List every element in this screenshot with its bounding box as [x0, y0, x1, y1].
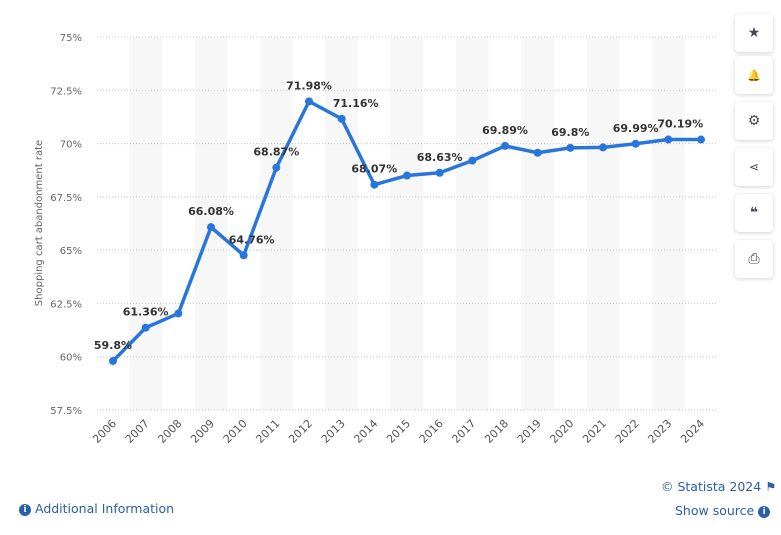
data-point [305, 97, 313, 106]
band [652, 37, 685, 410]
x-tick-label: 2011 [253, 417, 282, 446]
data-label: 69.8% [551, 126, 589, 139]
data-label: 71.16% [333, 97, 379, 110]
data-point [468, 156, 477, 165]
band [325, 37, 358, 410]
share-icon: ⋖ [748, 160, 760, 174]
x-tick-label: 2013 [319, 417, 348, 446]
band [129, 37, 162, 410]
cite-button[interactable]: ❝ [735, 194, 773, 232]
data-label: 69.99% [613, 122, 659, 135]
show-source-link[interactable]: Show source i [675, 503, 771, 518]
additional-info-text: Additional Information [34, 501, 175, 516]
x-tick-label: 2019 [515, 417, 544, 446]
x-tick-label: 2018 [482, 417, 511, 446]
data-point [566, 143, 575, 152]
x-tick-label: 2017 [449, 417, 478, 446]
data-label: 68.87% [253, 146, 299, 159]
data-point [533, 148, 542, 157]
y-axis-label: Shopping cart abandonment rate [34, 140, 45, 306]
data-point [174, 309, 183, 318]
y-tick-label: 75% [60, 33, 82, 44]
show-source-text: Show source [675, 503, 755, 518]
band [586, 37, 620, 410]
x-tick-label: 2010 [221, 417, 250, 446]
data-point [501, 141, 509, 150]
data-label: 68.63% [417, 151, 463, 164]
data-point [141, 323, 150, 332]
data-label: 59.8% [94, 339, 132, 352]
data-label: 71.98% [286, 79, 332, 92]
info-icon: i [758, 506, 771, 518]
data-point [109, 356, 117, 365]
x-tick-label: 2020 [547, 417, 576, 446]
y-tick-label: 65% [60, 246, 82, 257]
favorite-button[interactable]: ★ [735, 14, 773, 52]
y-tick-label: 60% [60, 353, 82, 364]
x-tick-label: 2024 [678, 417, 707, 446]
data-label: 69.89% [482, 124, 528, 137]
statista-copyright[interactable]: © Statista 2024 ⚑ [661, 479, 776, 494]
gear-icon: ⚙ [747, 113, 761, 129]
data-point [435, 168, 444, 177]
data-label: 64.76% [229, 233, 275, 246]
y-tick-label: 70% [60, 140, 82, 151]
data-label: 68.07% [351, 163, 397, 176]
x-tick-label: 2014 [351, 417, 380, 446]
data-point [631, 139, 640, 148]
print-button[interactable]: ⎙ [735, 240, 773, 278]
additional-information-link[interactable]: i Additional Information [19, 501, 174, 516]
bell-icon: 🔔 [747, 68, 761, 82]
flag-icon: ⚑ [765, 479, 777, 494]
y-tick-label: 62.5% [50, 299, 82, 310]
x-tick-label: 2021 [580, 417, 609, 446]
data-label: 61.36% [123, 306, 169, 319]
y-tick-label: 67.5% [50, 193, 82, 204]
x-tick-label: 2006 [90, 417, 119, 446]
x-tick-label: 2022 [613, 417, 642, 446]
x-tick-label: 2009 [188, 417, 217, 446]
data-point [403, 171, 411, 180]
print-icon: ⎙ [748, 251, 760, 267]
copyright-text: © Statista 2024 [661, 479, 762, 494]
x-tick-label: 2016 [417, 417, 446, 446]
settings-button[interactable]: ⚙ [735, 102, 773, 140]
data-label: 66.08% [188, 205, 234, 218]
quote-icon: ❝ [749, 205, 759, 221]
y-tick-label: 72.5% [50, 86, 82, 97]
data-point [207, 223, 215, 232]
data-point [599, 143, 607, 152]
data-point [697, 135, 705, 144]
x-tick-label: 2012 [286, 417, 315, 446]
share-button[interactable]: ⋖ [735, 148, 773, 186]
data-point [370, 180, 379, 189]
x-tick-label: 2023 [645, 417, 674, 446]
data-point [664, 135, 673, 144]
data-point [239, 251, 248, 260]
x-tick-label: 2008 [155, 417, 184, 446]
data-point [272, 163, 281, 172]
data-point [337, 114, 346, 123]
y-tick-label: 57.5% [50, 406, 82, 417]
band [521, 37, 554, 410]
band [390, 37, 424, 410]
x-tick-label: 2015 [384, 417, 413, 446]
x-tick-label: 2007 [123, 417, 152, 446]
star-icon: ★ [747, 25, 761, 41]
notification-button[interactable]: 🔔 [735, 56, 773, 94]
info-icon: i [19, 504, 31, 516]
band [456, 37, 489, 410]
band [260, 37, 293, 410]
data-label: 70.19% [657, 118, 703, 131]
